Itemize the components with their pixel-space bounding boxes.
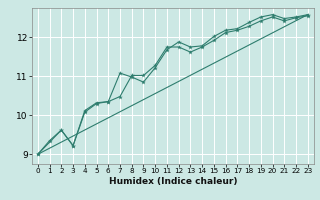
- X-axis label: Humidex (Indice chaleur): Humidex (Indice chaleur): [108, 177, 237, 186]
